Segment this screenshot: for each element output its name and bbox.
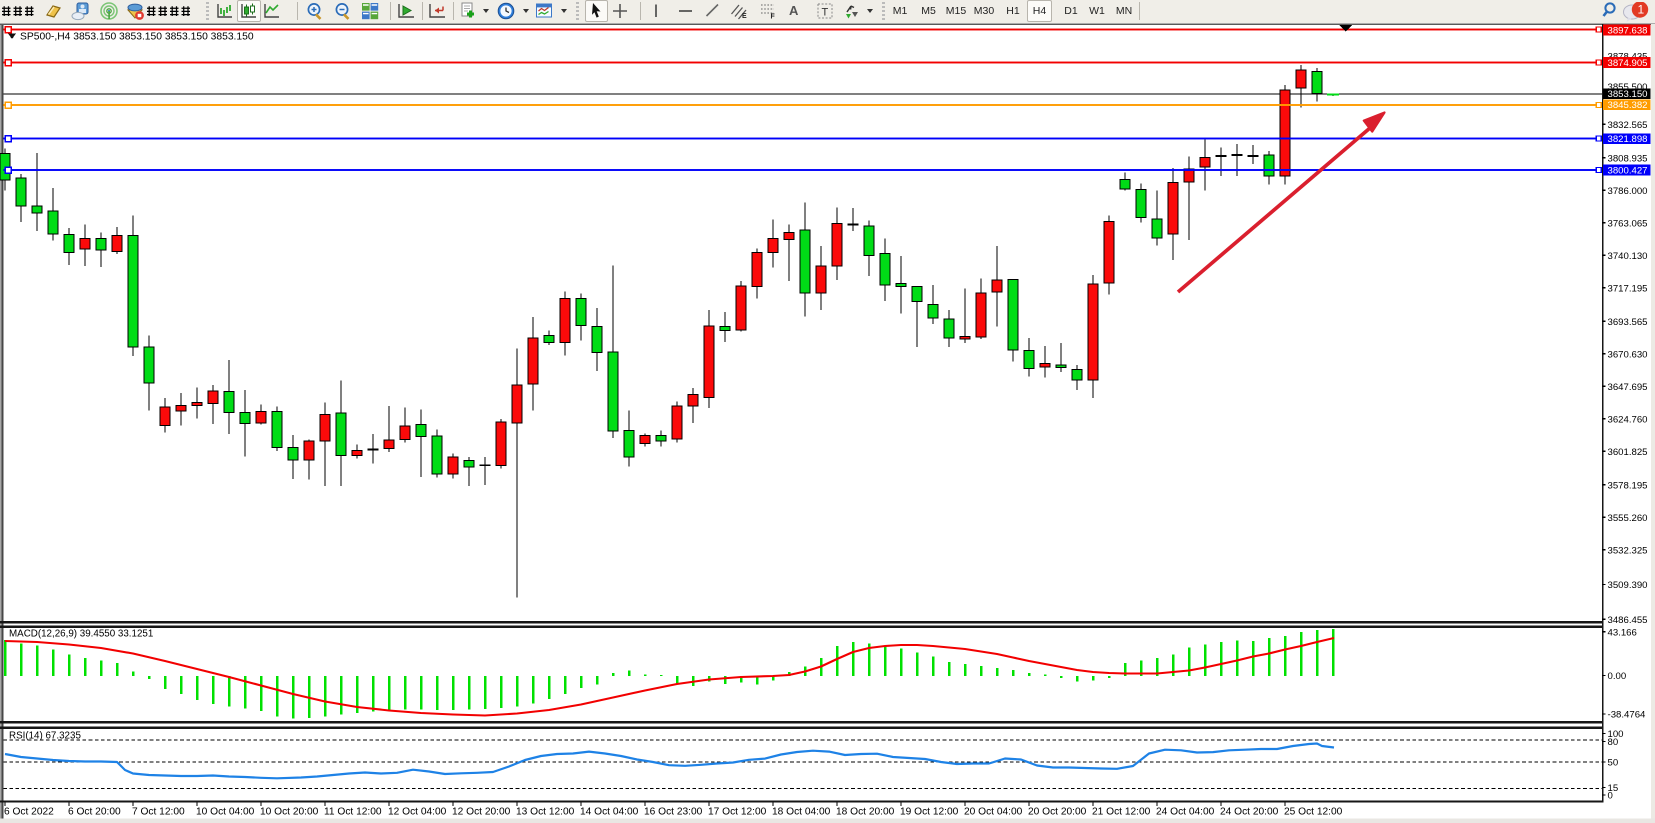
svg-text:3874.905: 3874.905 bbox=[1608, 58, 1648, 69]
svg-text:20 Oct 04:00: 20 Oct 04:00 bbox=[964, 807, 1023, 818]
svg-text:3800.427: 3800.427 bbox=[1608, 165, 1648, 176]
svg-text:3717.195: 3717.195 bbox=[1608, 283, 1648, 294]
svg-text:24 Oct 20:00: 24 Oct 20:00 bbox=[1220, 807, 1279, 818]
svg-text:17 Oct 12:00: 17 Oct 12:00 bbox=[708, 807, 767, 818]
svg-text:3808.935: 3808.935 bbox=[1608, 153, 1648, 164]
svg-text:21 Oct 12:00: 21 Oct 12:00 bbox=[1092, 807, 1151, 818]
svg-text:10 Oct 04:00: 10 Oct 04:00 bbox=[196, 807, 255, 818]
svg-text:3763.065: 3763.065 bbox=[1608, 218, 1648, 229]
svg-text:43.166: 43.166 bbox=[1608, 627, 1637, 638]
svg-text:7 Oct 12:00: 7 Oct 12:00 bbox=[132, 807, 185, 818]
svg-text:E: E bbox=[742, 13, 747, 20]
svg-text:F: F bbox=[771, 14, 776, 21]
svg-text:18 Oct 20:00: 18 Oct 20:00 bbox=[836, 807, 895, 818]
svg-text:12 Oct 04:00: 12 Oct 04:00 bbox=[388, 807, 447, 818]
svg-text:-38.4764: -38.4764 bbox=[1608, 710, 1647, 721]
svg-text:50: 50 bbox=[1608, 758, 1619, 769]
svg-text:3486.455: 3486.455 bbox=[1608, 615, 1648, 626]
svg-text:3693.565: 3693.565 bbox=[1608, 317, 1648, 328]
svg-text:18 Oct 04:00: 18 Oct 04:00 bbox=[772, 807, 831, 818]
svg-text:6 Oct 20:00: 6 Oct 20:00 bbox=[68, 807, 121, 818]
svg-text:3509.390: 3509.390 bbox=[1608, 580, 1648, 591]
svg-text:24 Oct 04:00: 24 Oct 04:00 bbox=[1156, 807, 1215, 818]
svg-text:3532.325: 3532.325 bbox=[1608, 545, 1648, 556]
svg-text:80: 80 bbox=[1608, 737, 1619, 748]
svg-text:MACD(12,26,9) 39.4550 33.1251: MACD(12,26,9) 39.4550 33.1251 bbox=[9, 629, 153, 640]
svg-text:3624.760: 3624.760 bbox=[1608, 414, 1648, 425]
svg-text:3853.150: 3853.150 bbox=[1608, 89, 1648, 100]
svg-text:11 Oct 12:00: 11 Oct 12:00 bbox=[324, 807, 382, 818]
svg-text:1: 1 bbox=[1638, 3, 1645, 17]
svg-text:T: T bbox=[822, 7, 829, 19]
svg-text:20 Oct 20:00: 20 Oct 20:00 bbox=[1028, 807, 1087, 818]
svg-text:15: 15 bbox=[1608, 783, 1619, 794]
svg-text:6 Oct 2022: 6 Oct 2022 bbox=[4, 807, 54, 818]
svg-text:3740.130: 3740.130 bbox=[1608, 251, 1648, 262]
svg-text:100: 100 bbox=[1608, 729, 1624, 740]
svg-text:3821.898: 3821.898 bbox=[1608, 134, 1648, 145]
svg-text:0: 0 bbox=[1608, 791, 1613, 802]
svg-text:3670.630: 3670.630 bbox=[1608, 349, 1648, 360]
svg-text:3845.382: 3845.382 bbox=[1608, 100, 1648, 111]
svg-text:3601.825: 3601.825 bbox=[1608, 447, 1648, 458]
svg-text:3578.195: 3578.195 bbox=[1608, 480, 1648, 491]
svg-text:13 Oct 12:00: 13 Oct 12:00 bbox=[516, 807, 575, 818]
svg-text:12 Oct 20:00: 12 Oct 20:00 bbox=[452, 807, 511, 818]
svg-text:25 Oct 12:00: 25 Oct 12:00 bbox=[1284, 807, 1343, 818]
svg-text:SP500-,H4 3853.150 3853.150 3: SP500-,H4 3853.150 3853.150 3853.150 385… bbox=[20, 31, 254, 42]
svg-text:3855.500: 3855.500 bbox=[1608, 82, 1648, 93]
svg-text:3878.435: 3878.435 bbox=[1608, 52, 1648, 63]
svg-text:19 Oct 12:00: 19 Oct 12:00 bbox=[900, 807, 959, 818]
svg-text:10 Oct 20:00: 10 Oct 20:00 bbox=[260, 807, 319, 818]
svg-text:14 Oct 04:00: 14 Oct 04:00 bbox=[580, 807, 639, 818]
svg-text:3897.638: 3897.638 bbox=[1608, 25, 1648, 36]
svg-text:3647.695: 3647.695 bbox=[1608, 382, 1648, 393]
svg-text:3832.565: 3832.565 bbox=[1608, 120, 1648, 131]
svg-text:3555.260: 3555.260 bbox=[1608, 513, 1648, 524]
svg-text:RSI(14) 67.3235: RSI(14) 67.3235 bbox=[9, 731, 81, 742]
svg-text:3786.000: 3786.000 bbox=[1608, 186, 1648, 197]
svg-text:0.00: 0.00 bbox=[1608, 671, 1627, 682]
svg-text:16 Oct 23:00: 16 Oct 23:00 bbox=[644, 807, 703, 818]
